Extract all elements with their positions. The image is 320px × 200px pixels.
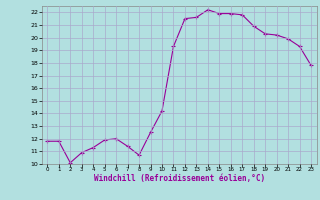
X-axis label: Windchill (Refroidissement éolien,°C): Windchill (Refroidissement éolien,°C) <box>94 174 265 183</box>
